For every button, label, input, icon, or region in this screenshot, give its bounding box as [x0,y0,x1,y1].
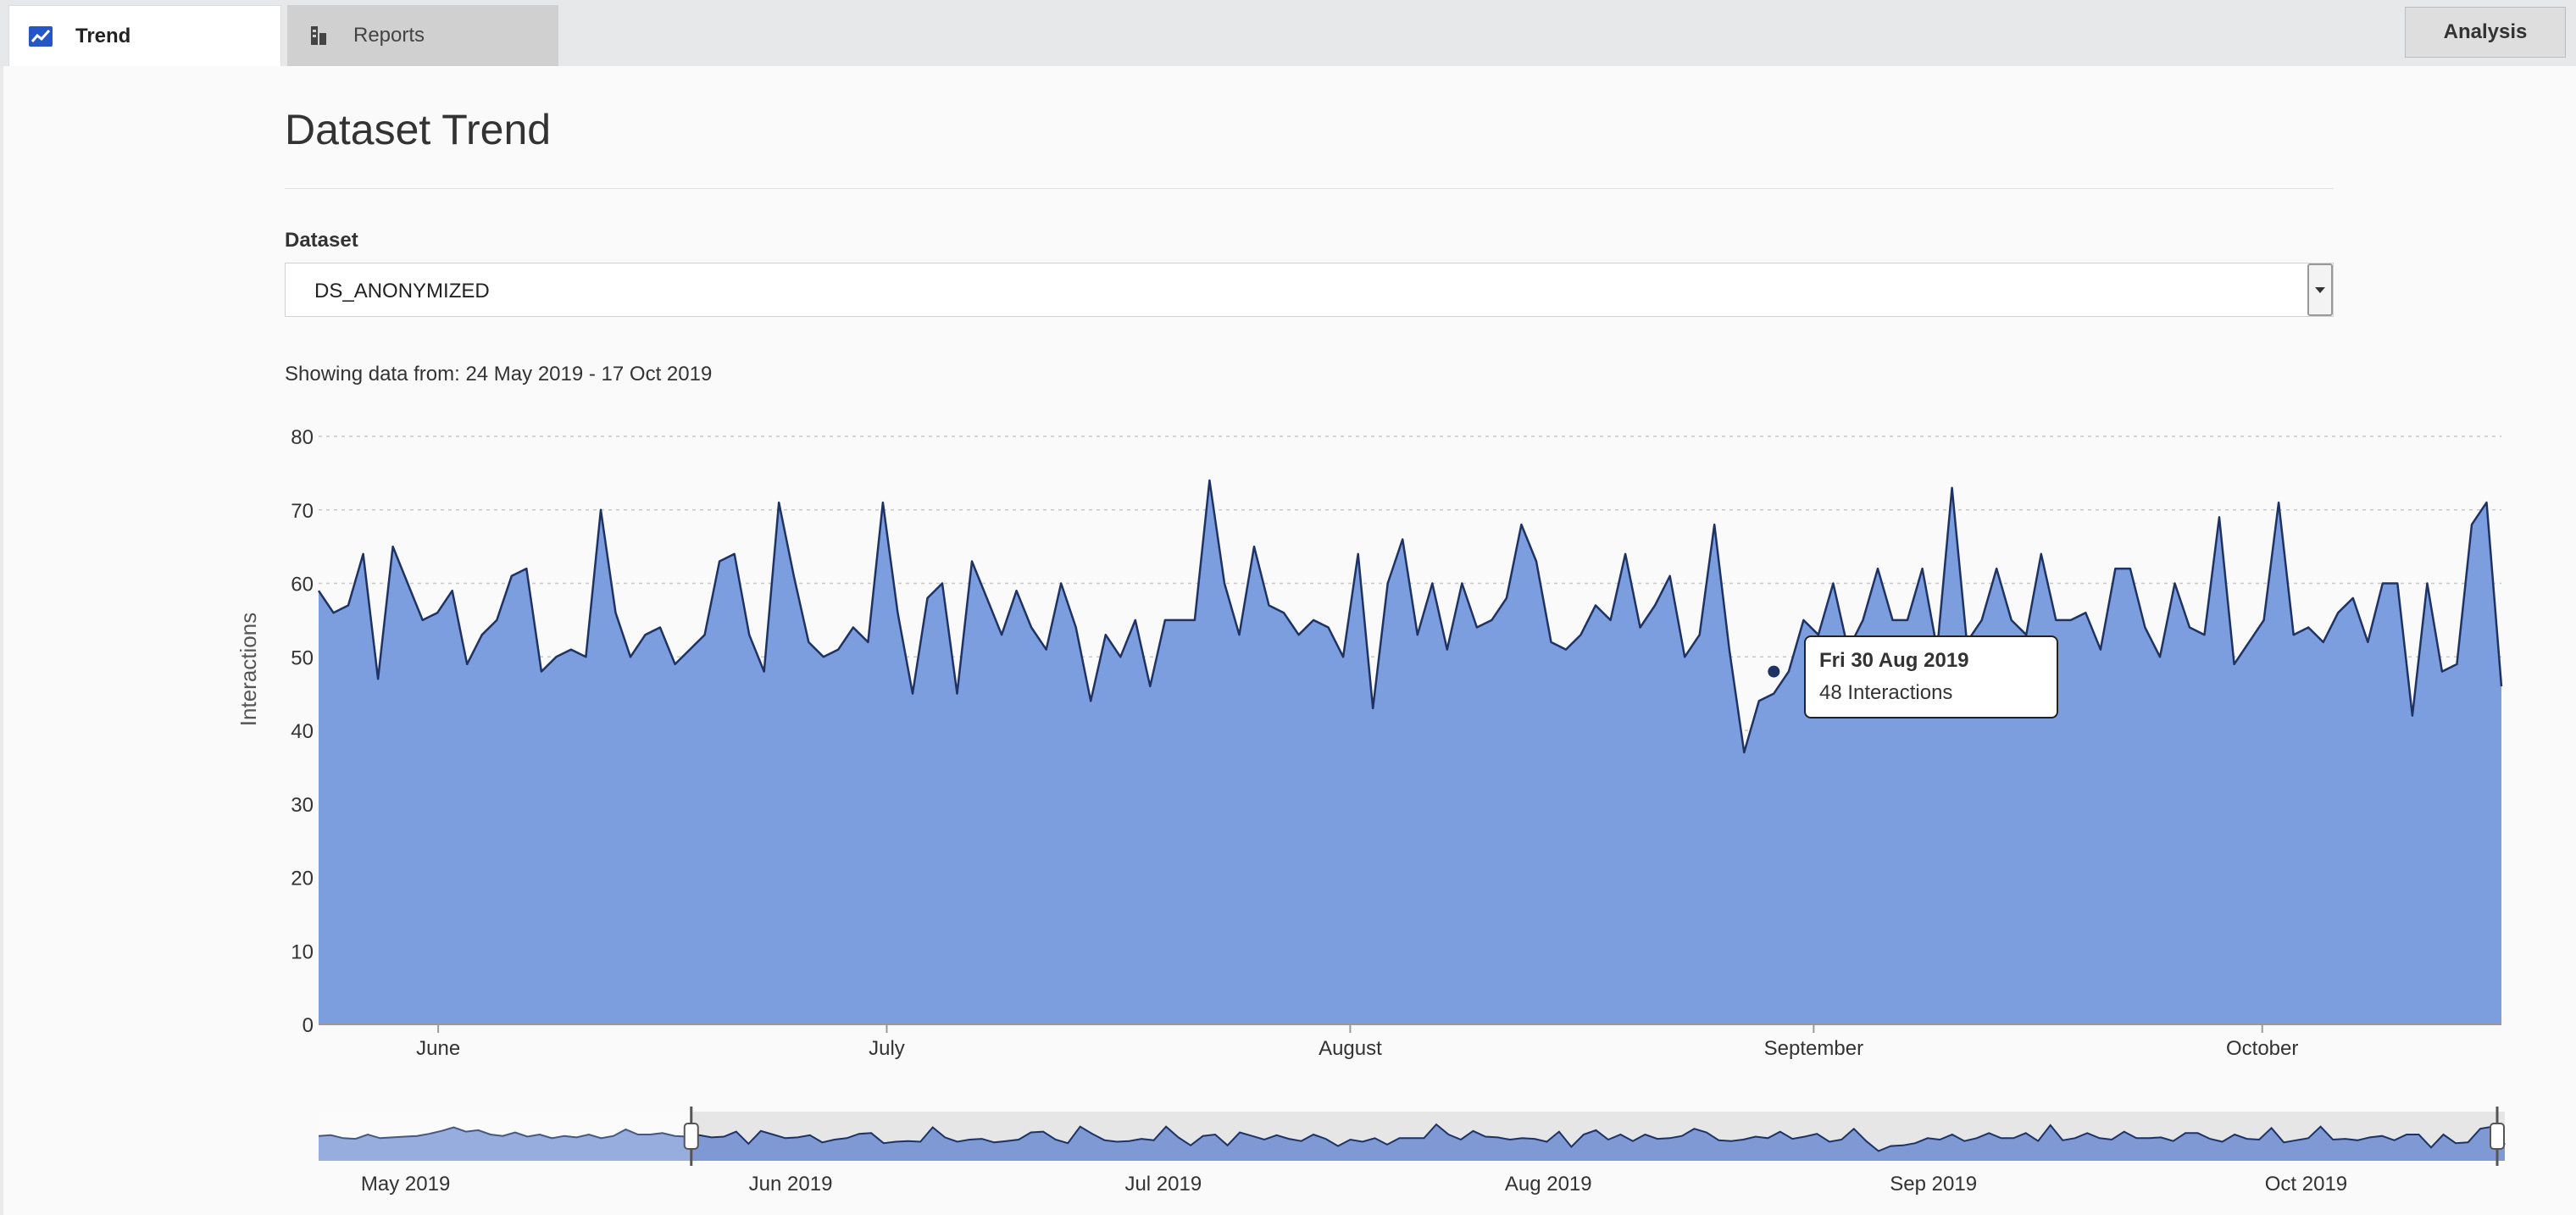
y-tick-label: 70 [291,500,314,523]
y-tick-label: 40 [291,720,314,743]
navigator-tick-label: Jun 2019 [749,1173,833,1196]
x-tick-label: September [1764,1037,1863,1060]
navigator-handle [683,1123,699,1150]
tab-reports[interactable]: Reports [287,5,558,66]
analysis-button[interactable]: Analysis [2405,7,2566,58]
x-tick-label: June [416,1037,460,1060]
dataset-select-value: DS_ANONYMIZED [314,280,490,302]
series-line [317,479,2503,754]
x-tick-label: July [869,1037,905,1060]
tab-reports-label: Reports [353,24,425,47]
left-edge [0,66,3,1215]
y-tick-label: 60 [291,574,314,596]
navigator-tick-label: May 2019 [361,1173,450,1196]
y-tick-label: 10 [291,940,314,963]
navigator-tick-label: Aug 2019 [1505,1173,1592,1196]
tab-bar: Trend Reports Analysis [0,0,2576,66]
navigator-tick-label: Oct 2019 [2265,1173,2347,1196]
x-axis: June July August September October [319,1024,2501,1060]
y-tick-label: 30 [291,794,314,817]
y-axis: 0 10 20 30 40 50 60 70 80 [291,426,314,1037]
range-navigator[interactable]: May 2019 Jun 2019 Jul 2019 Aug 2019 Sep 2019… [318,1107,2506,1196]
x-tick-label: October [2226,1037,2298,1060]
tab-trend[interactable]: Trend [8,5,281,66]
highlight-point [1768,665,1780,678]
tooltip-title: Fri 30 Aug 2019 [1819,649,1969,672]
tooltip-value: 48 Interactions [1819,681,1953,704]
title-divider [285,188,2334,189]
trend-chart-icon [26,22,55,51]
dropdown-arrow-icon[interactable] [2307,264,2333,316]
navigator-tick-label: Jul 2019 [1124,1173,1202,1196]
navigator-unselected-mask [319,1112,691,1161]
navigator-handle [2490,1123,2505,1150]
y-tick-label: 0 [303,1014,314,1037]
y-tick-label: 50 [291,646,314,669]
tab-trend-label: Trend [75,24,131,47]
y-tick-label: 20 [291,868,314,890]
chart-series[interactable] [317,479,2503,1024]
dataset-label: Dataset [285,229,358,252]
dataset-select[interactable]: DS_ANONYMIZED [285,263,2334,317]
y-tick-label: 80 [291,426,314,449]
navigator-line [318,1123,2506,1152]
page-title: Dataset Trend [285,106,552,153]
y-axis-label: Interactions [236,613,261,726]
chart-tooltip: Fri 30 Aug 2019 48 Interactions [1804,635,2058,718]
date-range-text: Showing data from: 24 May 2019 - 17 Oct … [285,363,713,386]
navigator-tick-label: Sep 2019 [1890,1173,1977,1196]
reports-icon [304,21,333,50]
area-fill [319,480,2501,1024]
x-tick-label: August [1319,1037,1382,1060]
